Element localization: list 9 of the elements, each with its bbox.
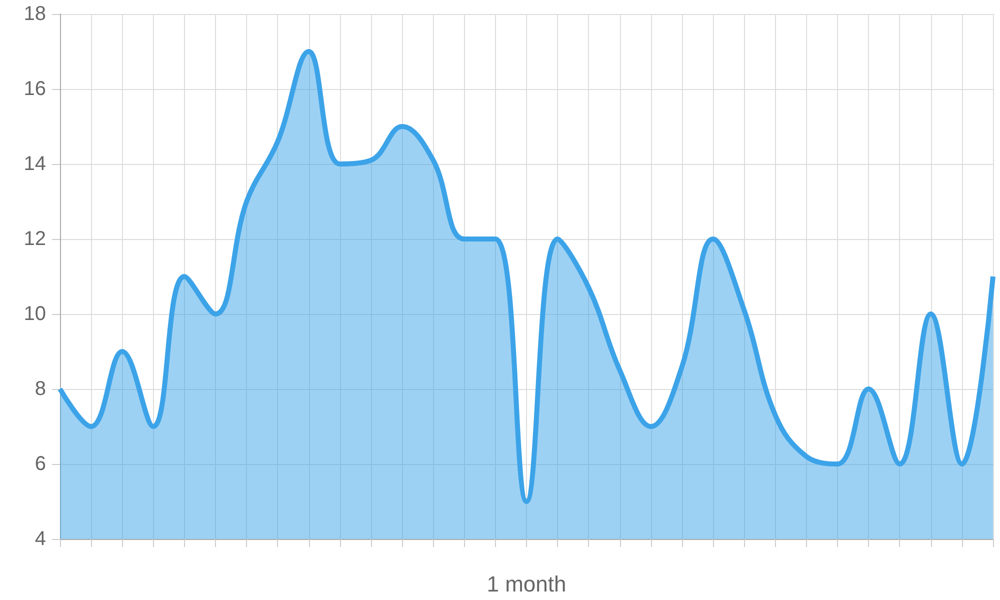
y-tick-label: 14 xyxy=(24,153,46,175)
y-tick-label: 6 xyxy=(34,453,46,475)
x-axis-title: 1 month xyxy=(486,572,566,596)
y-tick-label: 10 xyxy=(24,303,46,325)
y-tick-label: 16 xyxy=(24,78,46,100)
y-tick-label: 18 xyxy=(24,3,46,25)
y-tick-label: 4 xyxy=(34,528,46,550)
y-tick-label: 8 xyxy=(34,378,46,400)
y-tick-label: 12 xyxy=(24,228,46,250)
